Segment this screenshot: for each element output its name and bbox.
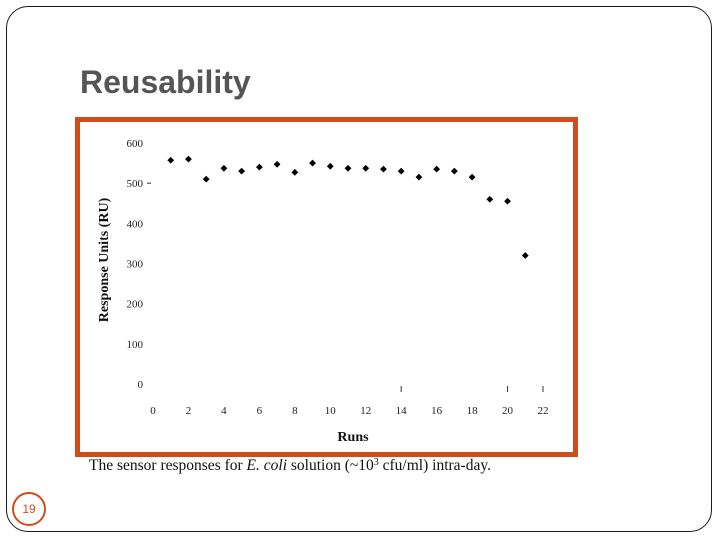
x-tick-label: 16 [431, 405, 443, 417]
x-tick-label: 12 [360, 405, 371, 417]
y-tick-label: 200 [127, 299, 144, 311]
data-point [415, 173, 423, 181]
slide-title: Reusability [80, 64, 251, 100]
scatter-chart: 0 100 200 300 400 500 600 0 2 4 6 8 10 12 14 16 18 20 22 Ru… [97, 138, 549, 445]
data-point [326, 162, 334, 170]
data-point [380, 165, 387, 173]
data-point [167, 156, 175, 164]
y-tick-label: 400 [127, 218, 144, 230]
caption-exponent: 3 [373, 457, 379, 468]
data-point [433, 165, 441, 173]
data-point [486, 195, 494, 203]
x-tick-label: 20 [502, 405, 513, 417]
y-tick-label: 500 [127, 178, 144, 190]
data-point [291, 168, 299, 176]
x-tick-label: 18 [467, 405, 479, 417]
y-tick-label: 100 [127, 339, 144, 351]
data-point [504, 197, 511, 205]
x-tick-label: 0 [150, 405, 156, 417]
data-point [450, 167, 458, 175]
x-tick-label: 4 [221, 405, 227, 417]
x-tick-label: 10 [325, 405, 337, 417]
caption-suffix: cfu/ml) intra-day. [378, 457, 491, 474]
data-point [238, 167, 246, 175]
data-point [273, 160, 281, 168]
data-point [220, 164, 228, 172]
figure-caption: The sensor responses for E. coli solutio… [89, 457, 491, 475]
caption-middle: solution (~10 [287, 457, 374, 474]
caption-prefix: The sensor responses for [89, 457, 247, 474]
data-point [362, 164, 370, 172]
data-point [521, 252, 529, 259]
x-axis-title: Runs [337, 430, 369, 445]
slide-frame [6, 6, 712, 532]
page-number-badge: 19 [12, 492, 46, 526]
data-point [309, 159, 316, 167]
x-tick-label: 14 [396, 405, 408, 417]
y-tick-label: 0 [138, 379, 144, 391]
x-tick-label: 22 [538, 405, 549, 417]
y-tick-label: 600 [127, 138, 144, 150]
data-point [397, 167, 405, 175]
marks-layer [167, 155, 529, 259]
y-axis-title: Response Units (RU) [97, 197, 112, 322]
x-tick-label: 2 [186, 405, 192, 417]
caption-organism: E. coli [246, 457, 288, 474]
data-point [255, 163, 263, 171]
data-point [468, 173, 476, 181]
x-tick-label: 8 [292, 405, 298, 417]
figure-frame: 0 100 200 300 400 500 600 0 2 4 6 8 10 12 14 16 18 20 22 Ru… [75, 117, 578, 457]
data-point [185, 155, 192, 163]
y-tick-label: 300 [127, 259, 144, 271]
page-number: 19 [22, 502, 36, 516]
x-tick-label: 6 [257, 405, 263, 417]
axes-layer: 0 100 200 300 400 500 600 0 2 4 6 8 10 12 14 16 18 20 22 Ru… [97, 138, 549, 445]
data-point [344, 164, 352, 172]
data-point [202, 175, 210, 183]
